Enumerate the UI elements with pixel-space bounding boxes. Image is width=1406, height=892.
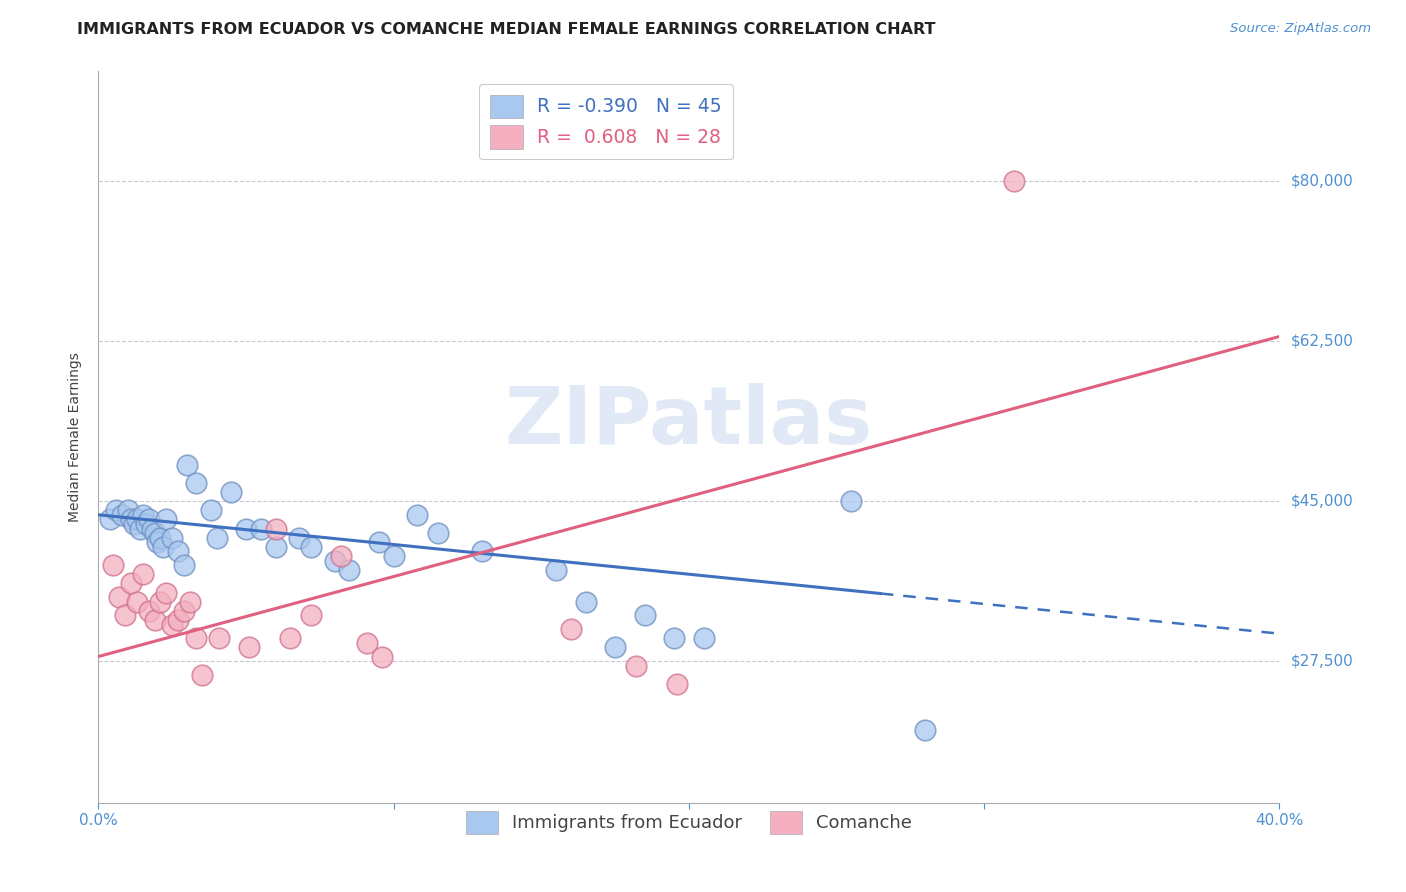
Point [693,631,716,645]
Point [546,563,568,577]
Point [329,549,352,563]
Point [141,521,163,535]
Point [666,677,689,691]
Point [120,576,142,591]
Point [143,613,166,627]
Point [264,540,287,554]
Point [238,640,260,655]
Point [605,640,627,655]
Point [841,494,863,508]
Point [120,512,142,526]
Point [184,475,207,490]
Point [155,512,177,526]
Point [103,558,125,573]
Point [221,484,243,499]
Point [125,594,148,608]
Point [128,521,150,535]
Point [173,604,195,618]
Point [111,508,134,522]
Point [167,613,190,627]
Point [624,658,647,673]
Point [132,567,155,582]
Point [173,558,195,573]
Point [339,563,361,577]
Point [191,667,214,681]
Point [167,544,190,558]
Point [664,631,686,645]
Point [356,636,378,650]
Point [914,723,936,737]
Point [179,594,201,608]
Point [135,516,157,531]
Point [575,594,598,608]
Point [138,512,160,526]
Point [368,535,391,549]
Text: $45,000: $45,000 [1291,493,1354,508]
Point [288,531,311,545]
Point [122,516,145,531]
Point [114,608,136,623]
Point [299,608,322,623]
Text: $27,500: $27,500 [1291,654,1354,669]
Legend: Immigrants from Ecuador, Comanche: Immigrants from Ecuador, Comanche [458,804,920,841]
Point [264,521,287,535]
Point [176,458,198,472]
Point [146,535,169,549]
Point [138,604,160,618]
Point [98,512,121,526]
Point [149,594,172,608]
Point [280,631,302,645]
Point [152,540,174,554]
Point [132,508,155,522]
Point [250,521,273,535]
Point [149,531,172,545]
Point [323,553,346,567]
Text: $62,500: $62,500 [1291,334,1354,349]
Point [162,617,183,632]
Point [184,631,207,645]
Point [382,549,405,563]
Text: Source: ZipAtlas.com: Source: ZipAtlas.com [1230,22,1371,36]
Point [105,503,128,517]
Point [560,622,582,636]
Text: ZIPatlas: ZIPatlas [505,384,873,461]
Point [406,508,429,522]
Point [117,503,139,517]
Point [1002,174,1025,188]
Text: IMMIGRANTS FROM ECUADOR VS COMANCHE MEDIAN FEMALE EARNINGS CORRELATION CHART: IMMIGRANTS FROM ECUADOR VS COMANCHE MEDI… [77,22,936,37]
Text: $80,000: $80,000 [1291,174,1354,188]
Point [125,512,148,526]
Point [299,540,322,554]
Point [205,531,228,545]
Point [427,526,450,541]
Point [235,521,257,535]
Point [143,526,166,541]
Y-axis label: Median Female Earnings: Median Female Earnings [69,352,83,522]
Point [471,544,494,558]
Point [200,503,222,517]
Point [162,531,183,545]
Point [208,631,231,645]
Point [634,608,657,623]
Point [371,649,394,664]
Point [155,585,177,599]
Point [108,590,131,604]
